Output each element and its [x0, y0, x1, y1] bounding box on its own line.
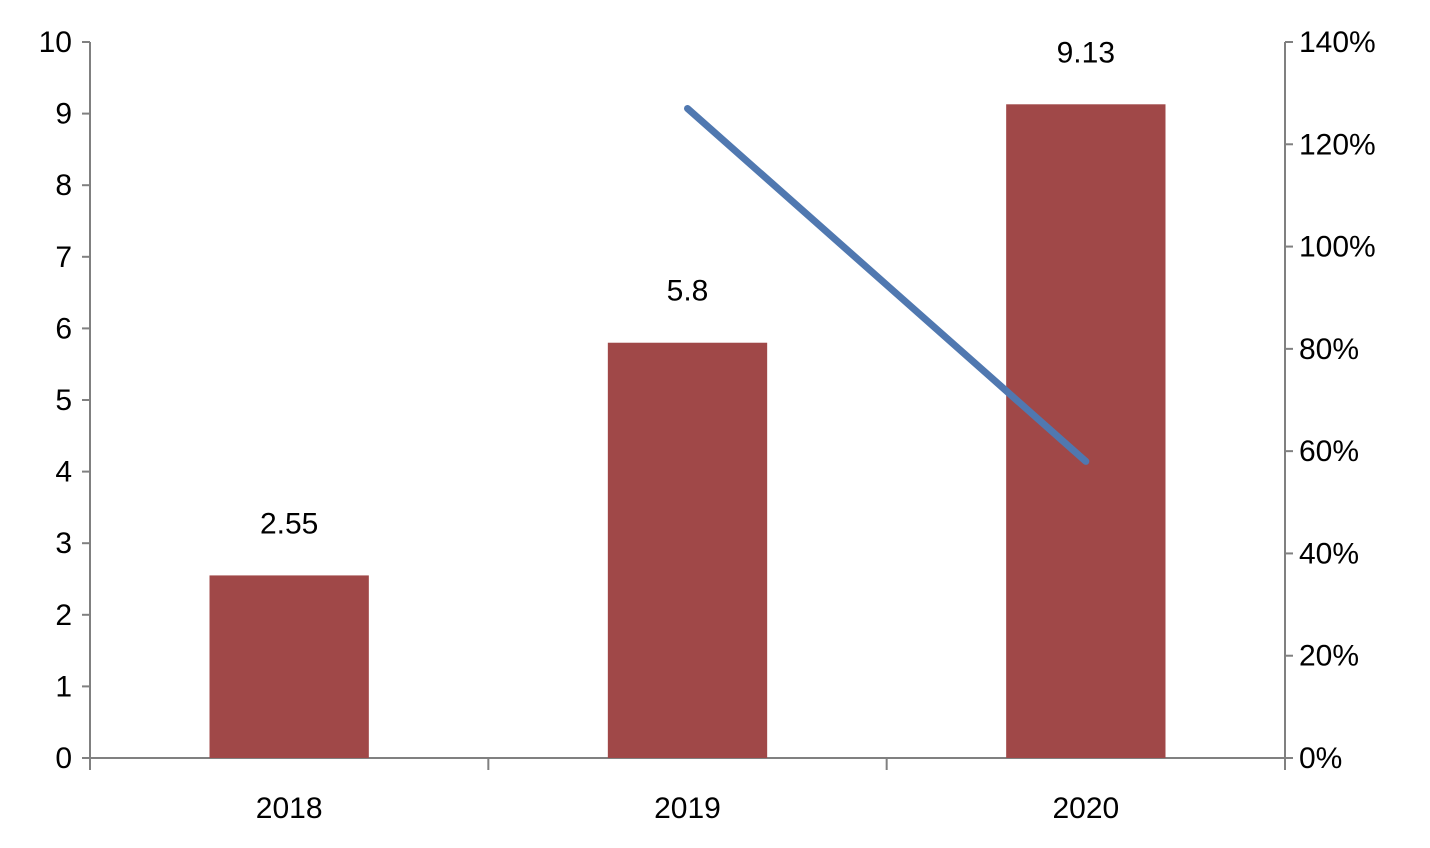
- left-axis-tick-label: 5: [55, 384, 72, 417]
- x-axis-tick-label: 2018: [256, 792, 323, 825]
- x-axis-tick-label: 2019: [654, 792, 721, 825]
- right-axis-tick-label: 80%: [1299, 333, 1359, 366]
- right-axis-tick-label: 0%: [1299, 742, 1342, 775]
- left-axis-tick-label: 0: [55, 742, 72, 775]
- bar: [1006, 104, 1166, 759]
- left-axis-tick-label: 7: [55, 241, 72, 274]
- bar-data-label: 2.55: [260, 507, 318, 540]
- left-axis-tick-label: 1: [55, 670, 72, 703]
- left-axis-tick-label: 4: [55, 456, 72, 489]
- bar-series: [209, 104, 1166, 759]
- left-axis-tick-label: 6: [55, 312, 72, 345]
- bar-data-label: 5.8: [667, 275, 709, 308]
- bar-data-label: 9.13: [1057, 36, 1115, 69]
- right-axis-tick-label: 140%: [1299, 26, 1376, 59]
- growth-line: [684, 104, 1090, 465]
- line-series: [684, 104, 1090, 465]
- right-axis-tick-label: 20%: [1299, 640, 1359, 673]
- axes: 0123456789100%20%40%60%80%100%120%140%20…: [39, 26, 1376, 825]
- right-axis-tick-label: 40%: [1299, 537, 1359, 570]
- left-axis-tick-label: 3: [55, 527, 72, 560]
- bar: [209, 575, 369, 758]
- left-axis-tick-label: 8: [55, 169, 72, 202]
- left-axis-tick-label: 10: [39, 26, 72, 59]
- left-axis-tick-label: 2: [55, 599, 72, 632]
- x-axis-tick-label: 2020: [1052, 792, 1119, 825]
- right-axis-tick-label: 60%: [1299, 435, 1359, 468]
- bar: [607, 342, 768, 758]
- left-axis-tick-label: 9: [55, 98, 72, 131]
- data-labels: 2.55 5.8 9.13: [260, 36, 1115, 540]
- right-axis-tick-label: 100%: [1299, 231, 1376, 264]
- right-axis-tick-label: 120%: [1299, 128, 1376, 161]
